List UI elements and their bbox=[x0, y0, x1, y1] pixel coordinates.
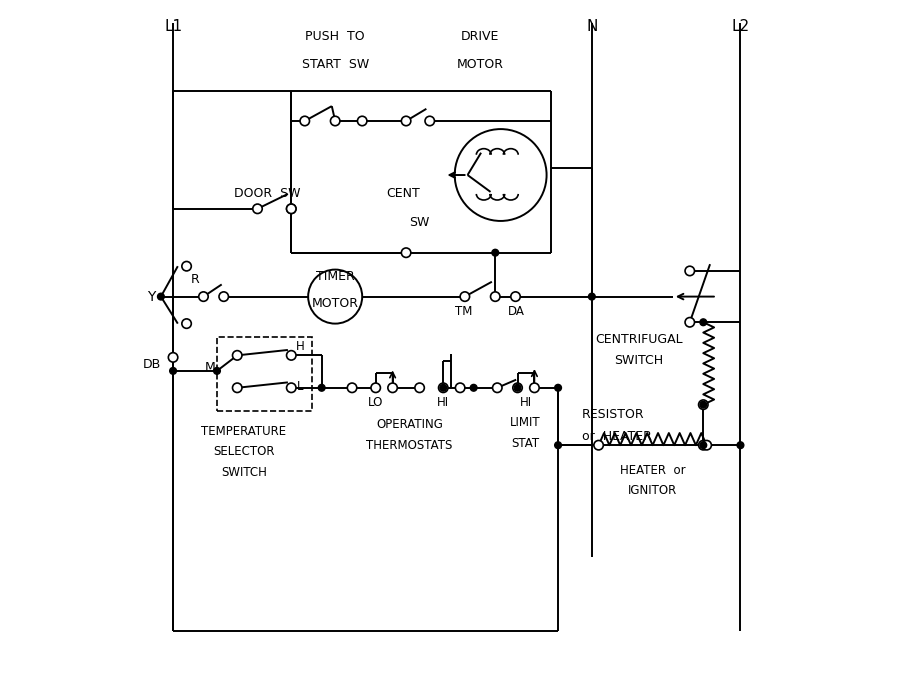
Circle shape bbox=[513, 383, 522, 392]
Circle shape bbox=[401, 248, 410, 257]
Circle shape bbox=[698, 441, 708, 450]
Circle shape bbox=[213, 368, 220, 375]
Text: TIMER: TIMER bbox=[316, 270, 355, 283]
Text: DOOR  SW: DOOR SW bbox=[234, 187, 301, 200]
Circle shape bbox=[454, 129, 546, 221]
Circle shape bbox=[492, 249, 499, 256]
Circle shape bbox=[700, 442, 706, 449]
Circle shape bbox=[698, 400, 708, 409]
Text: CENTRIFUGAL: CENTRIFUGAL bbox=[595, 332, 683, 346]
Circle shape bbox=[491, 292, 500, 301]
Circle shape bbox=[492, 383, 502, 392]
Circle shape bbox=[471, 384, 477, 391]
Text: IGNITOR: IGNITOR bbox=[628, 484, 678, 497]
Circle shape bbox=[514, 384, 521, 391]
Text: SWITCH: SWITCH bbox=[615, 354, 663, 367]
Circle shape bbox=[219, 292, 229, 301]
Circle shape bbox=[199, 292, 208, 301]
Text: LO: LO bbox=[368, 396, 383, 409]
Text: HI: HI bbox=[519, 396, 532, 409]
Circle shape bbox=[460, 292, 470, 301]
Circle shape bbox=[371, 383, 381, 392]
Circle shape bbox=[319, 384, 325, 391]
Text: RESISTOR: RESISTOR bbox=[581, 409, 644, 422]
Circle shape bbox=[554, 442, 562, 449]
Text: SW: SW bbox=[410, 216, 430, 229]
Text: CENT: CENT bbox=[386, 187, 419, 200]
Text: R: R bbox=[191, 273, 200, 286]
Circle shape bbox=[511, 292, 520, 301]
Text: MOTOR: MOTOR bbox=[311, 297, 359, 310]
Circle shape bbox=[286, 204, 296, 214]
Circle shape bbox=[232, 351, 242, 360]
Circle shape bbox=[286, 383, 296, 392]
Circle shape bbox=[253, 204, 262, 214]
Text: MOTOR: MOTOR bbox=[457, 59, 504, 72]
Text: TM: TM bbox=[455, 305, 472, 318]
Circle shape bbox=[594, 441, 603, 450]
Circle shape bbox=[308, 270, 362, 323]
Circle shape bbox=[530, 383, 539, 392]
Text: or  HEATER: or HEATER bbox=[581, 430, 652, 443]
Circle shape bbox=[232, 383, 242, 392]
Text: Y: Y bbox=[148, 289, 156, 304]
Text: START  SW: START SW bbox=[302, 59, 369, 72]
Text: H: H bbox=[296, 340, 304, 353]
Circle shape bbox=[182, 262, 192, 271]
Circle shape bbox=[286, 351, 296, 360]
Circle shape bbox=[440, 384, 446, 391]
Text: TEMPERATURE: TEMPERATURE bbox=[202, 425, 286, 438]
Text: SELECTOR: SELECTOR bbox=[213, 445, 274, 458]
Circle shape bbox=[425, 116, 435, 126]
Circle shape bbox=[415, 383, 424, 392]
Text: DB: DB bbox=[142, 358, 160, 370]
Text: N: N bbox=[586, 19, 598, 34]
Circle shape bbox=[401, 116, 410, 126]
Circle shape bbox=[737, 442, 743, 449]
Text: DA: DA bbox=[508, 305, 525, 318]
Text: PUSH  TO: PUSH TO bbox=[305, 30, 365, 43]
Text: L2: L2 bbox=[732, 19, 750, 34]
Circle shape bbox=[700, 401, 706, 408]
Circle shape bbox=[700, 319, 706, 326]
Circle shape bbox=[300, 116, 310, 126]
Text: M: M bbox=[205, 361, 216, 374]
Circle shape bbox=[438, 383, 448, 392]
Circle shape bbox=[685, 317, 695, 327]
Circle shape bbox=[589, 294, 595, 300]
Circle shape bbox=[685, 266, 695, 276]
Circle shape bbox=[388, 383, 397, 392]
Circle shape bbox=[330, 116, 340, 126]
FancyBboxPatch shape bbox=[217, 337, 311, 411]
Text: LIMIT: LIMIT bbox=[510, 416, 541, 430]
Circle shape bbox=[357, 116, 367, 126]
Text: OPERATING: OPERATING bbox=[376, 418, 443, 432]
Text: DRIVE: DRIVE bbox=[461, 30, 500, 43]
Circle shape bbox=[554, 384, 562, 391]
Text: L1: L1 bbox=[164, 19, 182, 34]
Circle shape bbox=[347, 383, 356, 392]
Circle shape bbox=[455, 383, 465, 392]
Text: THERMOSTATS: THERMOSTATS bbox=[366, 439, 453, 452]
Circle shape bbox=[158, 294, 165, 300]
Text: HEATER  or: HEATER or bbox=[620, 464, 686, 477]
Circle shape bbox=[168, 353, 178, 362]
Circle shape bbox=[286, 204, 296, 214]
Circle shape bbox=[702, 441, 711, 450]
Text: STAT: STAT bbox=[511, 437, 540, 449]
Text: L: L bbox=[297, 380, 303, 393]
Circle shape bbox=[170, 368, 176, 375]
Text: SWITCH: SWITCH bbox=[221, 466, 267, 479]
Text: HI: HI bbox=[437, 396, 449, 409]
Circle shape bbox=[182, 319, 192, 328]
